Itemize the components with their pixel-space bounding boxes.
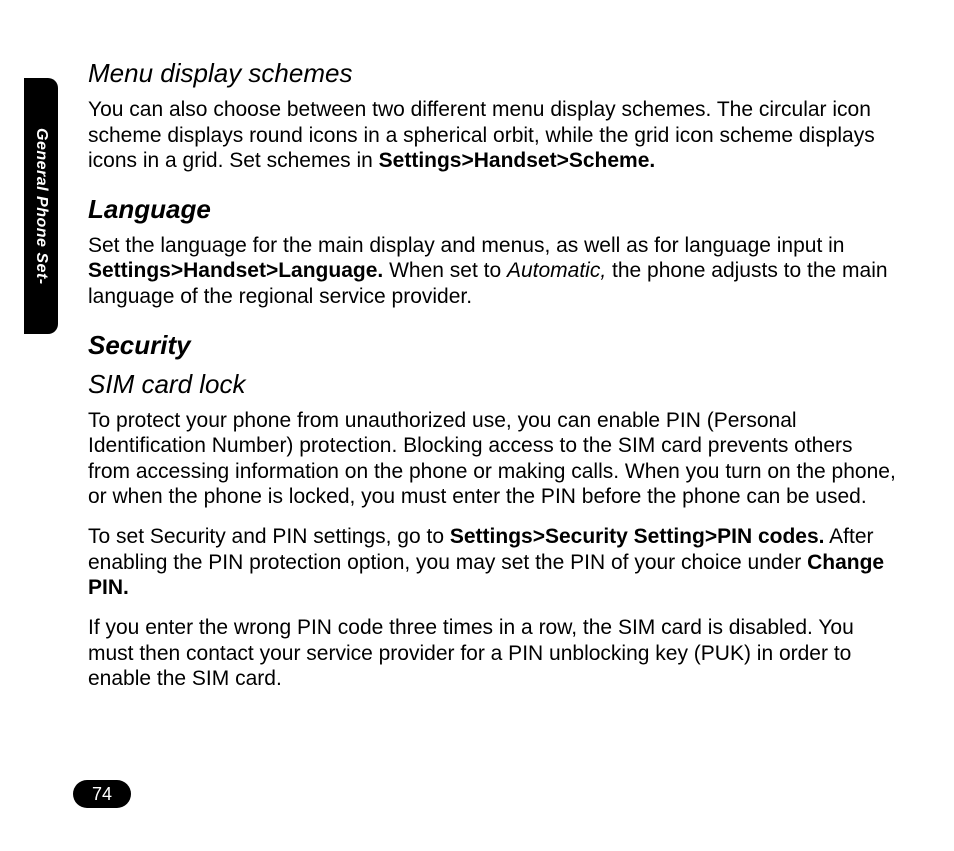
text-run: To set Security and PIN settings, go to — [88, 525, 450, 548]
heading-language: Language — [88, 194, 896, 225]
heading-security: Security — [88, 330, 896, 361]
emphasis-automatic: Automatic, — [507, 259, 606, 282]
menu-path-pin-codes: Settings>Security Setting>PIN codes. — [450, 525, 825, 548]
section-side-tab: General Phone Set- — [24, 78, 58, 334]
para-menu-display: You can also choose between two differen… — [88, 97, 896, 174]
para-sim-1: To protect your phone from unauthorized … — [88, 408, 896, 510]
menu-path-scheme: Settings>Handset>Scheme. — [379, 149, 656, 172]
menu-path-language: Settings>Handset>Language. — [88, 259, 383, 282]
page-content: Menu display schemes You can also choose… — [88, 58, 896, 706]
text-run: Set the language for the main display an… — [88, 234, 844, 257]
heading-sim-card-lock: SIM card lock — [88, 369, 896, 400]
para-language: Set the language for the main display an… — [88, 233, 896, 310]
para-sim-2: To set Security and PIN settings, go to … — [88, 524, 896, 601]
section-side-tab-label: General Phone Set- — [32, 128, 50, 285]
para-sim-3: If you enter the wrong PIN code three ti… — [88, 615, 896, 692]
text-run: When set to — [383, 259, 507, 282]
heading-menu-display-schemes: Menu display schemes — [88, 58, 896, 89]
page-number-badge: 74 — [73, 780, 131, 808]
page-number: 74 — [92, 784, 112, 805]
